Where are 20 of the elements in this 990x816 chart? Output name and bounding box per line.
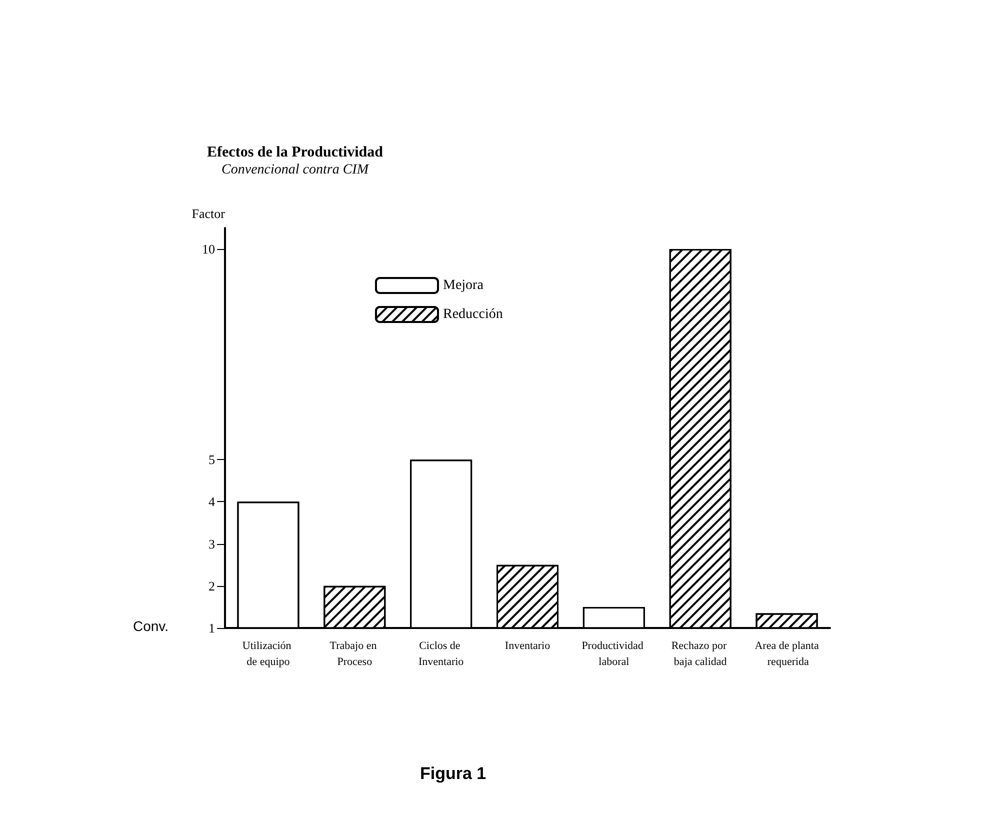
x-tick-label: Ciclos de Inventario [418,640,464,668]
y-tick-label: 5 [208,452,215,468]
y-tick-label: 10 [202,242,215,257]
x-tick-label: Area de planta requerida [754,640,819,668]
legend-label: Mejora [443,278,484,293]
x-tick-label: Rechazo por baja calidad [671,640,730,668]
text: Conv. [133,618,169,634]
y-tick-label: 4 [208,494,216,510]
legend-label: Reducción [443,307,503,322]
chart-subtitle: Convencional contra CIM [222,162,370,178]
chart-title: Efectos de la Productividad [207,144,384,160]
y-axis-title: Factor [192,206,226,221]
y-tick-label: 3 [208,536,215,552]
x-tick-label: Trabajo en Proceso [330,640,380,668]
x-tick-label: Inventario [504,640,551,652]
y-tick-label: 2 [208,578,215,594]
text: Figura 1 [420,764,486,783]
x-tick-label: Utilización de equipo [242,640,294,668]
x-tick-label: Productividad laboral [582,640,646,668]
y-tick-label: 1 [208,620,215,636]
